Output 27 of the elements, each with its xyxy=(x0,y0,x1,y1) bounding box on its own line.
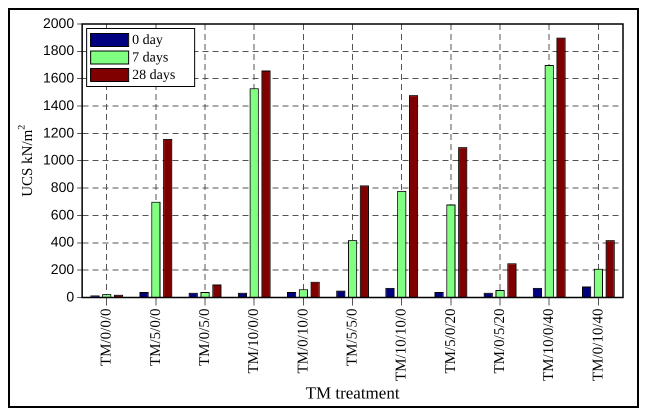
y-tick-label: 800 xyxy=(50,178,74,195)
x-tick-label: TM/5/0/20 xyxy=(442,308,459,374)
legend-label: 7 days xyxy=(132,50,168,66)
y-tick-label: 1400 xyxy=(42,96,74,113)
x-tick-label: TM/5/0/0 xyxy=(148,308,164,366)
y-tick-label: 2000 xyxy=(42,14,74,31)
x-tick-label: TM/10/0/40 xyxy=(541,308,558,382)
y-tick-label: 1800 xyxy=(42,42,74,58)
legend-label: 0 day xyxy=(132,33,163,48)
x-tick-label: TM/0/0/0 xyxy=(98,308,115,366)
y-tick-label: 200 xyxy=(50,261,74,278)
x-tick-label: TM/0/5/20 xyxy=(492,308,508,374)
x-tick-label: TM/5/5/0 xyxy=(344,308,361,366)
y-tick-label: 1600 xyxy=(42,70,74,86)
x-tick-label: TM/0/10/0 xyxy=(295,308,312,374)
y-tick-label: 600 xyxy=(50,206,74,222)
y-tick-label: 1000 xyxy=(42,152,74,168)
x-tick-label: TM/10/10/0 xyxy=(394,308,410,382)
y-tick-label: 1200 xyxy=(42,124,74,140)
x-axis-title: TM treatment xyxy=(306,383,400,402)
x-tick-label: TM/10/0/0 xyxy=(246,308,262,374)
y-tick-label: 0 xyxy=(66,288,74,304)
x-tick-label: TM/0/5/0 xyxy=(197,308,214,366)
y-axis-title: UCS kN/m2 xyxy=(16,124,36,197)
x-tick-label: TM/0/10/40 xyxy=(590,308,606,382)
y-tick-label: 400 xyxy=(50,234,74,250)
legend-label: 28 days xyxy=(132,68,176,84)
